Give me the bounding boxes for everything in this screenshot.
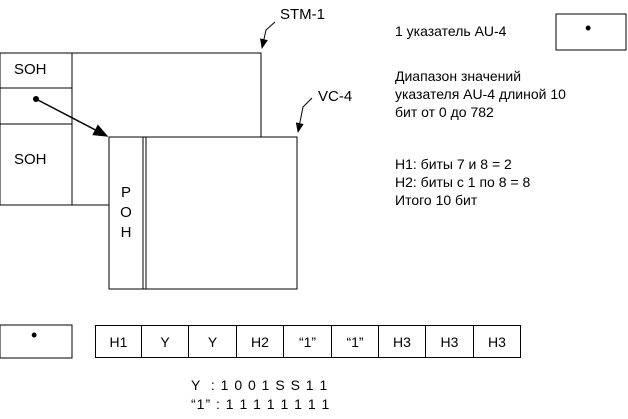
bits-line-1: H1: биты 7 и 8 = 2: [395, 156, 512, 172]
legend-pointer-symbol: •: [585, 18, 592, 38]
poh-letter-p: P: [120, 184, 131, 201]
bits-line-3: Итого 10 бит: [395, 192, 478, 208]
bits-info: H1: биты 7 и 8 = 2 H2: биты с 1 по 8 = 8…: [395, 155, 530, 209]
range-line-3: бит от 0 до 782: [395, 104, 494, 120]
stm-frame-outline: [72, 52, 262, 137]
sequence-cell-one1: “1”: [283, 325, 332, 358]
pointer-box: [0, 87, 73, 125]
sequence-pointer-box: [0, 324, 73, 359]
poh-letter-h: H: [120, 224, 132, 241]
range-line-1: Диапазон значений: [395, 68, 522, 84]
vc4-callout-arrow: [295, 97, 313, 133]
vc4-label: VC-4: [318, 88, 353, 105]
stm1-label: STM-1: [280, 6, 325, 23]
legend-pointer-label: 1 указатель AU-4: [395, 23, 507, 39]
range-line-2: указателя AU-4 длиной 10: [395, 86, 566, 102]
soh-top-box: [0, 52, 73, 89]
sequence-cell-h3-2: H3: [425, 325, 474, 358]
soh-top-label: SOH: [14, 61, 47, 78]
sequence-cell-y1: Y: [141, 325, 189, 358]
sequence-cell-h3-3: H3: [473, 325, 521, 358]
stm-callout-arrow: [260, 21, 276, 49]
y-code-line: Y : 1 0 0 1 S S 1 1: [191, 377, 329, 393]
sequence-cell-one2: “1”: [331, 325, 379, 358]
sequence-cell-h1: H1: [95, 325, 142, 358]
sequence-cell-h2: H2: [236, 325, 284, 358]
pointer-arrow: [35, 98, 109, 137]
sequence-cell-y2: Y: [188, 325, 237, 358]
sequence-pointer-symbol: •: [31, 325, 38, 345]
poh-letter-o: O: [120, 204, 132, 221]
sequence-cell-h3-1: H3: [378, 325, 426, 358]
bits-line-2: H2: биты с 1 по 8 = 8: [395, 174, 531, 190]
poh-column: P O H: [109, 137, 143, 289]
range-info: Диапазон значений указателя AU-4 длиной …: [395, 67, 566, 121]
soh-bottom-box: [0, 123, 73, 206]
legend-pointer-box: [555, 13, 627, 51]
soh-bottom-label: SOH: [14, 151, 47, 168]
one-code-line: “1” : 1 1 1 1 1 1 1 1: [191, 396, 331, 412]
vc4-box: [108, 136, 298, 290]
